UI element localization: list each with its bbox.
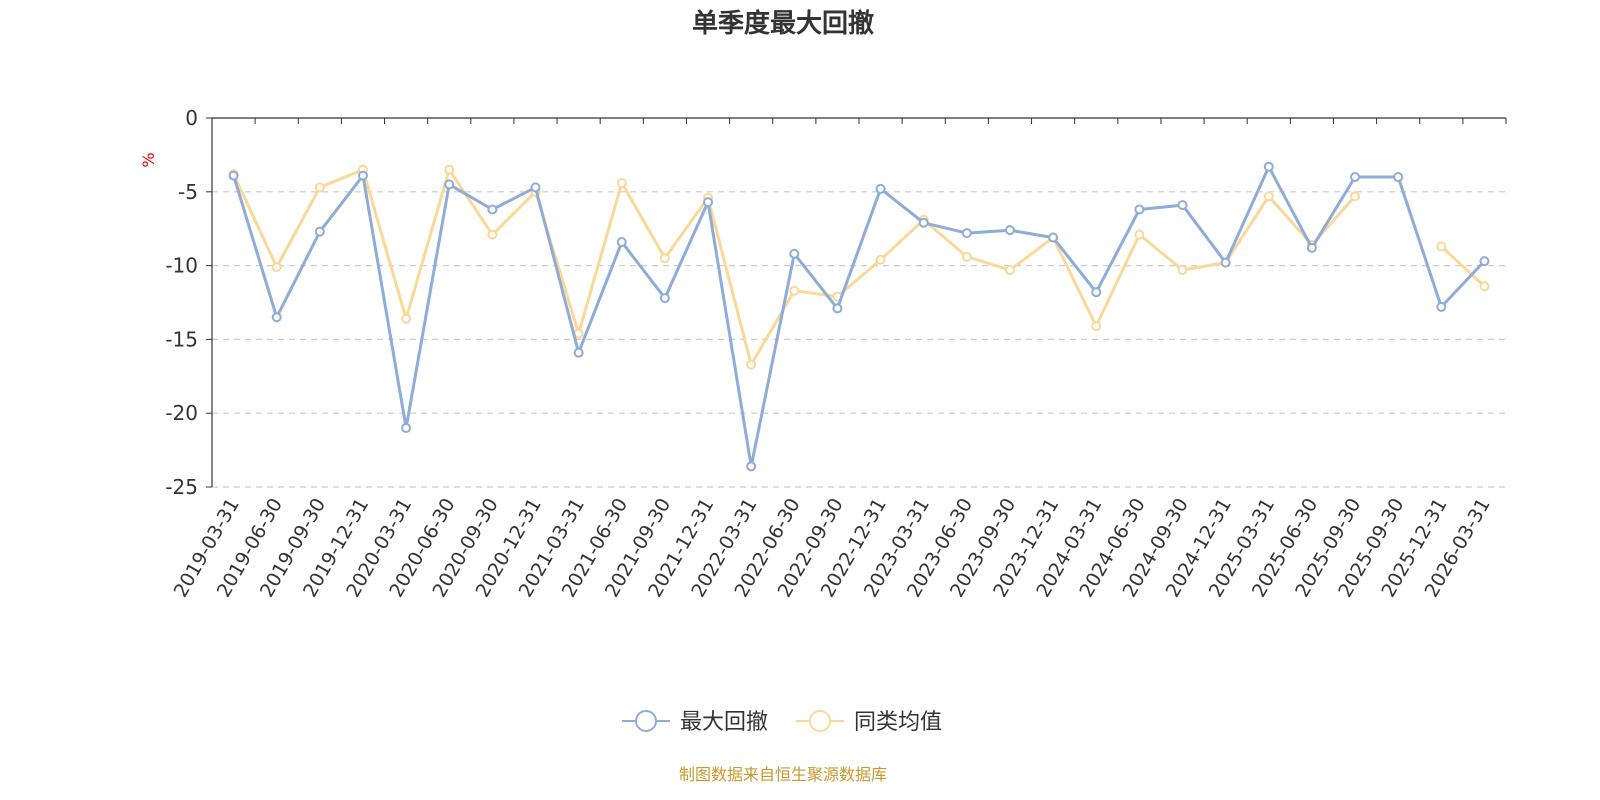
data-point: [1263, 161, 1274, 172]
series-line: [232, 168, 1357, 366]
data-point: [1134, 204, 1145, 215]
data-point: [1048, 232, 1059, 243]
legend-label: 最大回撤: [680, 710, 768, 735]
series-group: [228, 161, 1490, 472]
data-point: [789, 285, 800, 296]
y-axis-ticks: 0 -5 -10 -15 -20 -25: [165, 106, 212, 499]
data-point: [444, 164, 455, 175]
series-lines: [228, 161, 1490, 472]
data-point: [961, 228, 972, 239]
data-point: [832, 303, 843, 314]
legend: 最大回撤 同类均值: [622, 710, 942, 735]
series-line: [1440, 245, 1486, 288]
grid-lines: [212, 191, 1506, 488]
legend-item: 同类均值: [796, 710, 942, 735]
legend-item: 最大回撤: [622, 710, 768, 735]
data-point: [487, 229, 498, 240]
data-point: [1393, 172, 1404, 183]
data-point: [573, 347, 584, 358]
data-point: [1177, 265, 1188, 276]
data-point: [314, 182, 325, 193]
data-point: [961, 251, 972, 262]
data-point: [357, 170, 368, 181]
data-point: [314, 226, 325, 237]
data-point: [1306, 242, 1317, 253]
data-point: [746, 461, 757, 472]
data-point: [616, 236, 627, 247]
data-point: [659, 253, 670, 264]
data-point: [616, 177, 627, 188]
data-point: [1091, 321, 1102, 332]
series-line: [232, 165, 1486, 468]
series-group: [228, 164, 1490, 370]
data-point: [659, 293, 670, 304]
y-axis-unit-label: %: [139, 152, 158, 167]
data-point: [1479, 256, 1490, 267]
data-point: [1436, 241, 1447, 252]
data-point: [401, 313, 412, 324]
data-point: [875, 183, 886, 194]
data-point: [1350, 191, 1361, 202]
chart-title: 单季度最大回撤: [692, 8, 874, 39]
data-point: [1177, 200, 1188, 211]
data-point: [703, 197, 714, 208]
data-source-note: 制图数据来自恒生聚源数据库: [679, 765, 887, 784]
data-point: [1350, 172, 1361, 183]
data-point: [1479, 281, 1490, 292]
data-point: [271, 262, 282, 273]
legend-label: 同类均值: [854, 710, 942, 735]
data-point: [228, 170, 239, 181]
y-tick-label: -10: [165, 254, 198, 278]
data-point: [746, 359, 757, 370]
data-point: [1263, 191, 1274, 202]
y-tick-label: 0: [185, 106, 198, 130]
data-point: [1436, 301, 1447, 312]
data-point: [271, 312, 282, 323]
data-point: [1220, 257, 1231, 268]
data-point: [487, 204, 498, 215]
y-tick-label: -15: [165, 327, 198, 351]
data-point: [1091, 287, 1102, 298]
y-tick-label: -20: [165, 401, 198, 425]
data-point: [1134, 229, 1145, 240]
y-tick-label: -25: [165, 475, 198, 499]
data-point: [444, 179, 455, 190]
data-point: [530, 182, 541, 193]
data-point: [918, 217, 929, 228]
data-point: [401, 422, 412, 433]
legend-marker-icon: [635, 710, 657, 732]
data-point: [875, 254, 886, 265]
y-tick-label: -5: [178, 180, 198, 204]
data-point: [1004, 265, 1015, 276]
data-point: [789, 248, 800, 259]
legend-marker-icon: [809, 710, 831, 732]
data-point: [1004, 225, 1015, 236]
